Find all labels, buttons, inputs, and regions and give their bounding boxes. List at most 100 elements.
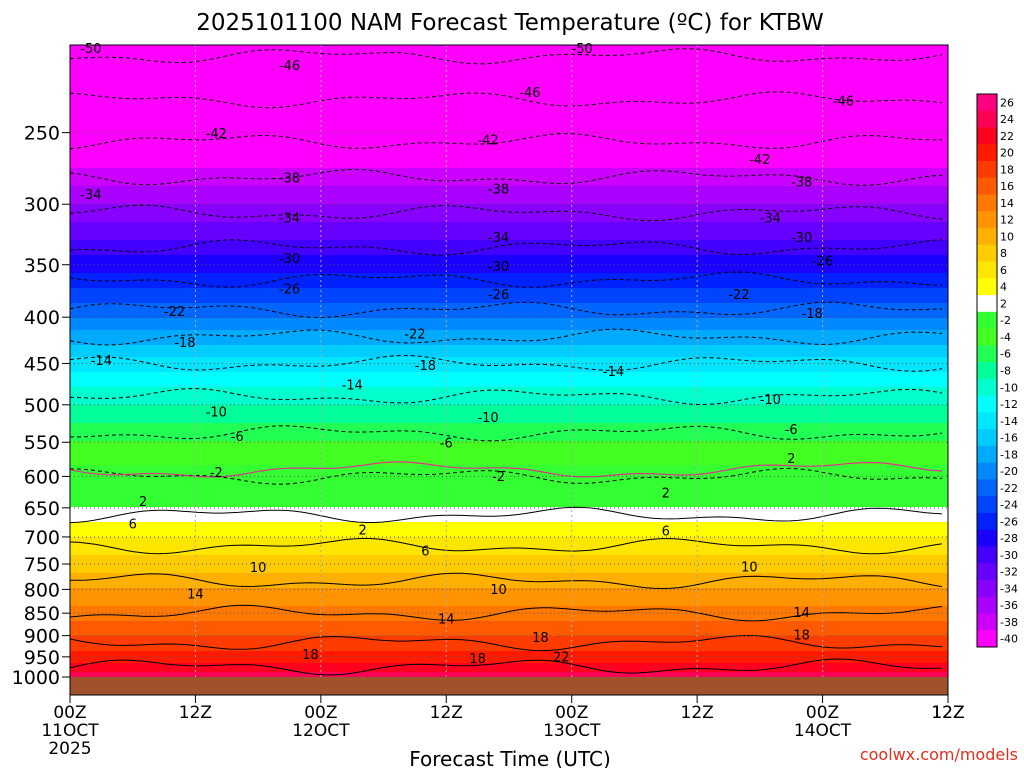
colorbar-swatch: [977, 362, 997, 380]
isotherm-line: [70, 425, 943, 442]
temperature-band: [70, 57, 948, 61]
temperature-band: [70, 180, 948, 184]
temperature-band: [70, 108, 948, 112]
colorbar-swatch: [977, 244, 997, 263]
colorbar-swatch: [977, 278, 997, 296]
temperature-band: [70, 297, 948, 301]
temperature-band: [70, 651, 948, 655]
x-tick-label: 12Z: [931, 703, 964, 723]
colorbar-swatch: [977, 429, 997, 447]
temperature-band: [70, 471, 948, 475]
temperature-band: [70, 351, 948, 355]
temperature-band: [70, 234, 948, 238]
contour-label: 6: [421, 544, 429, 559]
temperature-band: [70, 639, 948, 643]
colorbar-swatch: [977, 479, 997, 497]
y-tick-label: 500: [24, 395, 60, 417]
temperature-band: [70, 84, 948, 88]
temperature-band: [70, 120, 948, 124]
temperature-band: [70, 240, 948, 244]
contour-label: -10: [760, 393, 781, 408]
temperature-band: [70, 381, 948, 385]
temperature-band: [70, 429, 948, 433]
colorbar-label: -2: [1000, 314, 1011, 327]
contour-label: -50: [572, 42, 593, 57]
temperature-band: [70, 573, 948, 577]
colorbar-label: -6: [1000, 348, 1011, 361]
temperature-band: [70, 522, 948, 526]
contour-label: 18: [469, 652, 486, 667]
temperature-band: [70, 477, 948, 481]
temperature-band: [70, 657, 948, 661]
contour-label: -18: [802, 307, 823, 322]
temperature-band: [70, 51, 948, 55]
colorbar-label: -40: [1000, 633, 1018, 646]
colorbar-label: -10: [1000, 381, 1018, 394]
temperature-band: [70, 249, 948, 253]
x-tick-label: 00Z: [53, 703, 86, 723]
temperature-band: [70, 60, 948, 64]
y-tick-label: 350: [24, 255, 60, 277]
temperature-band: [70, 285, 948, 289]
temperature-band: [70, 543, 948, 547]
temperature-band: [70, 501, 948, 505]
contour-label: -46: [279, 59, 300, 74]
temperature-band: [70, 663, 948, 667]
contour-label: -42: [749, 153, 770, 168]
temperature-band: [70, 165, 948, 169]
isotherm-line: [69, 133, 943, 150]
colorbar-label: -4: [1000, 331, 1011, 344]
temperature-band: [70, 189, 948, 193]
temperature-band: [70, 612, 948, 616]
temperature-band: [70, 525, 948, 529]
contour-label: -26: [279, 283, 300, 298]
temperature-band: [70, 114, 948, 118]
temperature-band: [70, 537, 948, 541]
temperature-band: [70, 348, 948, 352]
contour-label: -18: [415, 359, 436, 374]
temperature-band: [70, 447, 948, 451]
temperature-band: [70, 147, 948, 151]
temperature-band: [70, 300, 948, 304]
contour-label: 10: [490, 583, 507, 598]
temperature-band: [70, 111, 948, 115]
contour-label: -2: [210, 466, 223, 481]
x-tick-label: 12Z: [179, 703, 212, 723]
y-tick-label: 900: [24, 626, 60, 648]
colorbar-swatch: [977, 228, 997, 246]
temperature-band: [70, 513, 948, 517]
temperature-band: [70, 117, 948, 121]
temperature-band: [70, 504, 948, 508]
temperature-band: [70, 72, 948, 76]
y-tick-label: 850: [24, 603, 60, 625]
temperature-band: [70, 345, 948, 349]
temperature-band: [70, 246, 948, 250]
contour-label: -50: [80, 42, 101, 57]
contour-label: -30: [488, 260, 509, 275]
colorbar-swatch: [977, 261, 997, 279]
temperature-band: [70, 198, 948, 202]
temperature-band: [70, 48, 948, 52]
temperature-band: [70, 405, 948, 409]
y-tick-label: 800: [24, 579, 60, 601]
temperature-band: [70, 576, 948, 580]
temperature-band: [70, 207, 948, 211]
colorbar-label: -20: [1000, 465, 1018, 478]
temperature-band: [70, 321, 948, 325]
isotherm-line: [69, 301, 943, 319]
temperature-band: [70, 417, 948, 421]
temperature-band: [70, 267, 948, 271]
temperature-band: [70, 54, 948, 58]
temperature-band: [70, 258, 948, 262]
temperature-band: [70, 171, 948, 175]
x-tick-label: 00Z: [304, 703, 337, 723]
colorbar-swatch: [977, 613, 997, 631]
temperature-band: [70, 168, 948, 172]
temperature-band: [70, 177, 948, 181]
temperature-band: [70, 402, 948, 406]
temperature-band: [70, 237, 948, 241]
isotherm-line: [69, 658, 943, 676]
temperature-band: [70, 78, 948, 82]
isotherm-line: [69, 239, 943, 256]
temperature-band: [70, 318, 948, 322]
